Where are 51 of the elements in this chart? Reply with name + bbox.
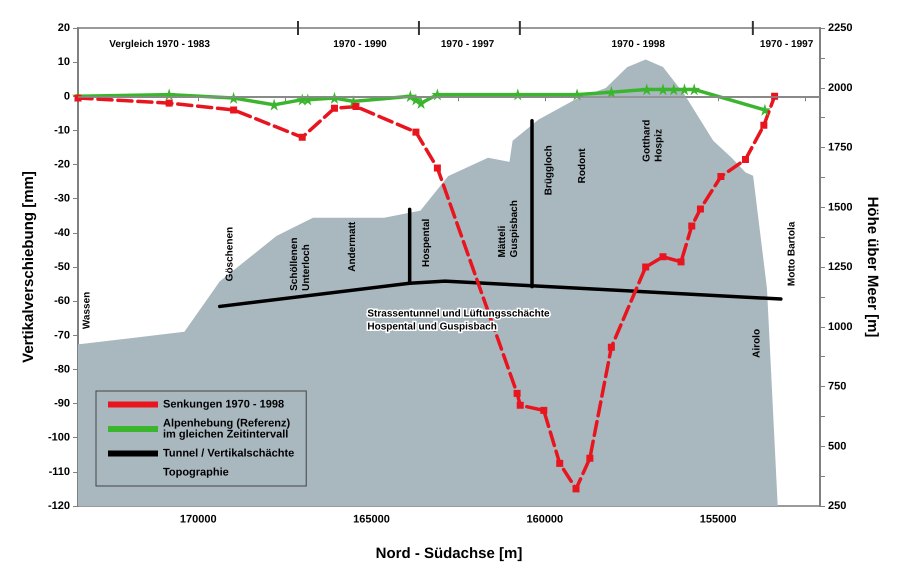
y2-tick-label: 1250 xyxy=(828,261,852,273)
y2-tick-label: 1750 xyxy=(828,142,852,154)
y2-axis-title: Höhe über Meer [m] xyxy=(864,196,881,338)
x-axis-title: Nord - Südachse [m] xyxy=(376,545,522,562)
y2-tick-label: 1000 xyxy=(828,320,852,333)
annotation: Wassen xyxy=(81,292,92,330)
annotation: Andermatt xyxy=(347,221,358,272)
annotation: Brüggloch xyxy=(544,145,555,196)
annotation: 1970 - 1997 xyxy=(440,39,495,50)
y-tick-label: -40 xyxy=(54,226,70,239)
annotation: 1970 - 1998 xyxy=(612,39,666,50)
x-tick-label: 160000 xyxy=(526,514,564,526)
annotation: 1970 - 1997 xyxy=(760,39,814,50)
y-tick-label: 10 xyxy=(58,56,70,68)
y-axis-title: Vertikalverschiebung [mm] xyxy=(20,171,37,363)
y-tick-label: 20 xyxy=(58,22,70,34)
y2-tick-label: 2250 xyxy=(828,22,852,34)
annotation: Motto Bartola xyxy=(786,221,798,286)
x-tick-label: 170000 xyxy=(180,514,217,526)
y2-tick-label: 750 xyxy=(828,380,846,392)
x-tick-label: 155000 xyxy=(700,514,736,526)
y-tick-label: -120 xyxy=(48,500,70,512)
y-tick-label: -70 xyxy=(54,329,70,342)
y-tick-label: -60 xyxy=(54,295,70,308)
y2-tick-label: 500 xyxy=(828,440,846,452)
annotation: Schöllenen Unterloch xyxy=(289,238,312,291)
annotation: Göschenen xyxy=(224,226,236,282)
y-tick-label: -30 xyxy=(54,192,70,205)
y2-tick-label: 250 xyxy=(828,500,846,512)
y-tick-label: -90 xyxy=(54,398,70,410)
annotation: Hospental xyxy=(421,218,432,267)
y-tick-label: -10 xyxy=(54,124,70,136)
legend-label: Alpenhebung (Referenz) im gleichen Zeitintervall xyxy=(163,418,290,440)
y2-tick-label: 2000 xyxy=(828,82,852,94)
series-label: Topographie xyxy=(163,466,229,478)
y-tick-label: 0 xyxy=(64,90,70,102)
y2-tick-label: 1500 xyxy=(828,201,852,214)
x-tick-label: 165000 xyxy=(353,514,390,526)
y-tick-label: -110 xyxy=(48,466,70,478)
y-tick-label: -100 xyxy=(48,432,70,444)
annotation: 1970 - 1990 xyxy=(333,39,388,50)
annotation: Mätteli Guspisbach xyxy=(496,200,520,258)
annotation: Gotthard Hospiz xyxy=(642,120,665,162)
legend-label: Tunnel / Vertikalschächte xyxy=(163,448,294,460)
annotation: Vergleich 1970 - 1983 xyxy=(109,39,210,50)
annotation: Airolo xyxy=(751,328,762,358)
y-tick-label: -80 xyxy=(54,363,70,376)
y-tick-label: -20 xyxy=(54,158,70,171)
annotation: Rodont xyxy=(577,148,588,184)
y-tick-label: -50 xyxy=(54,261,70,273)
legend-label: Senkungen 1970 - 1998 xyxy=(163,398,284,410)
